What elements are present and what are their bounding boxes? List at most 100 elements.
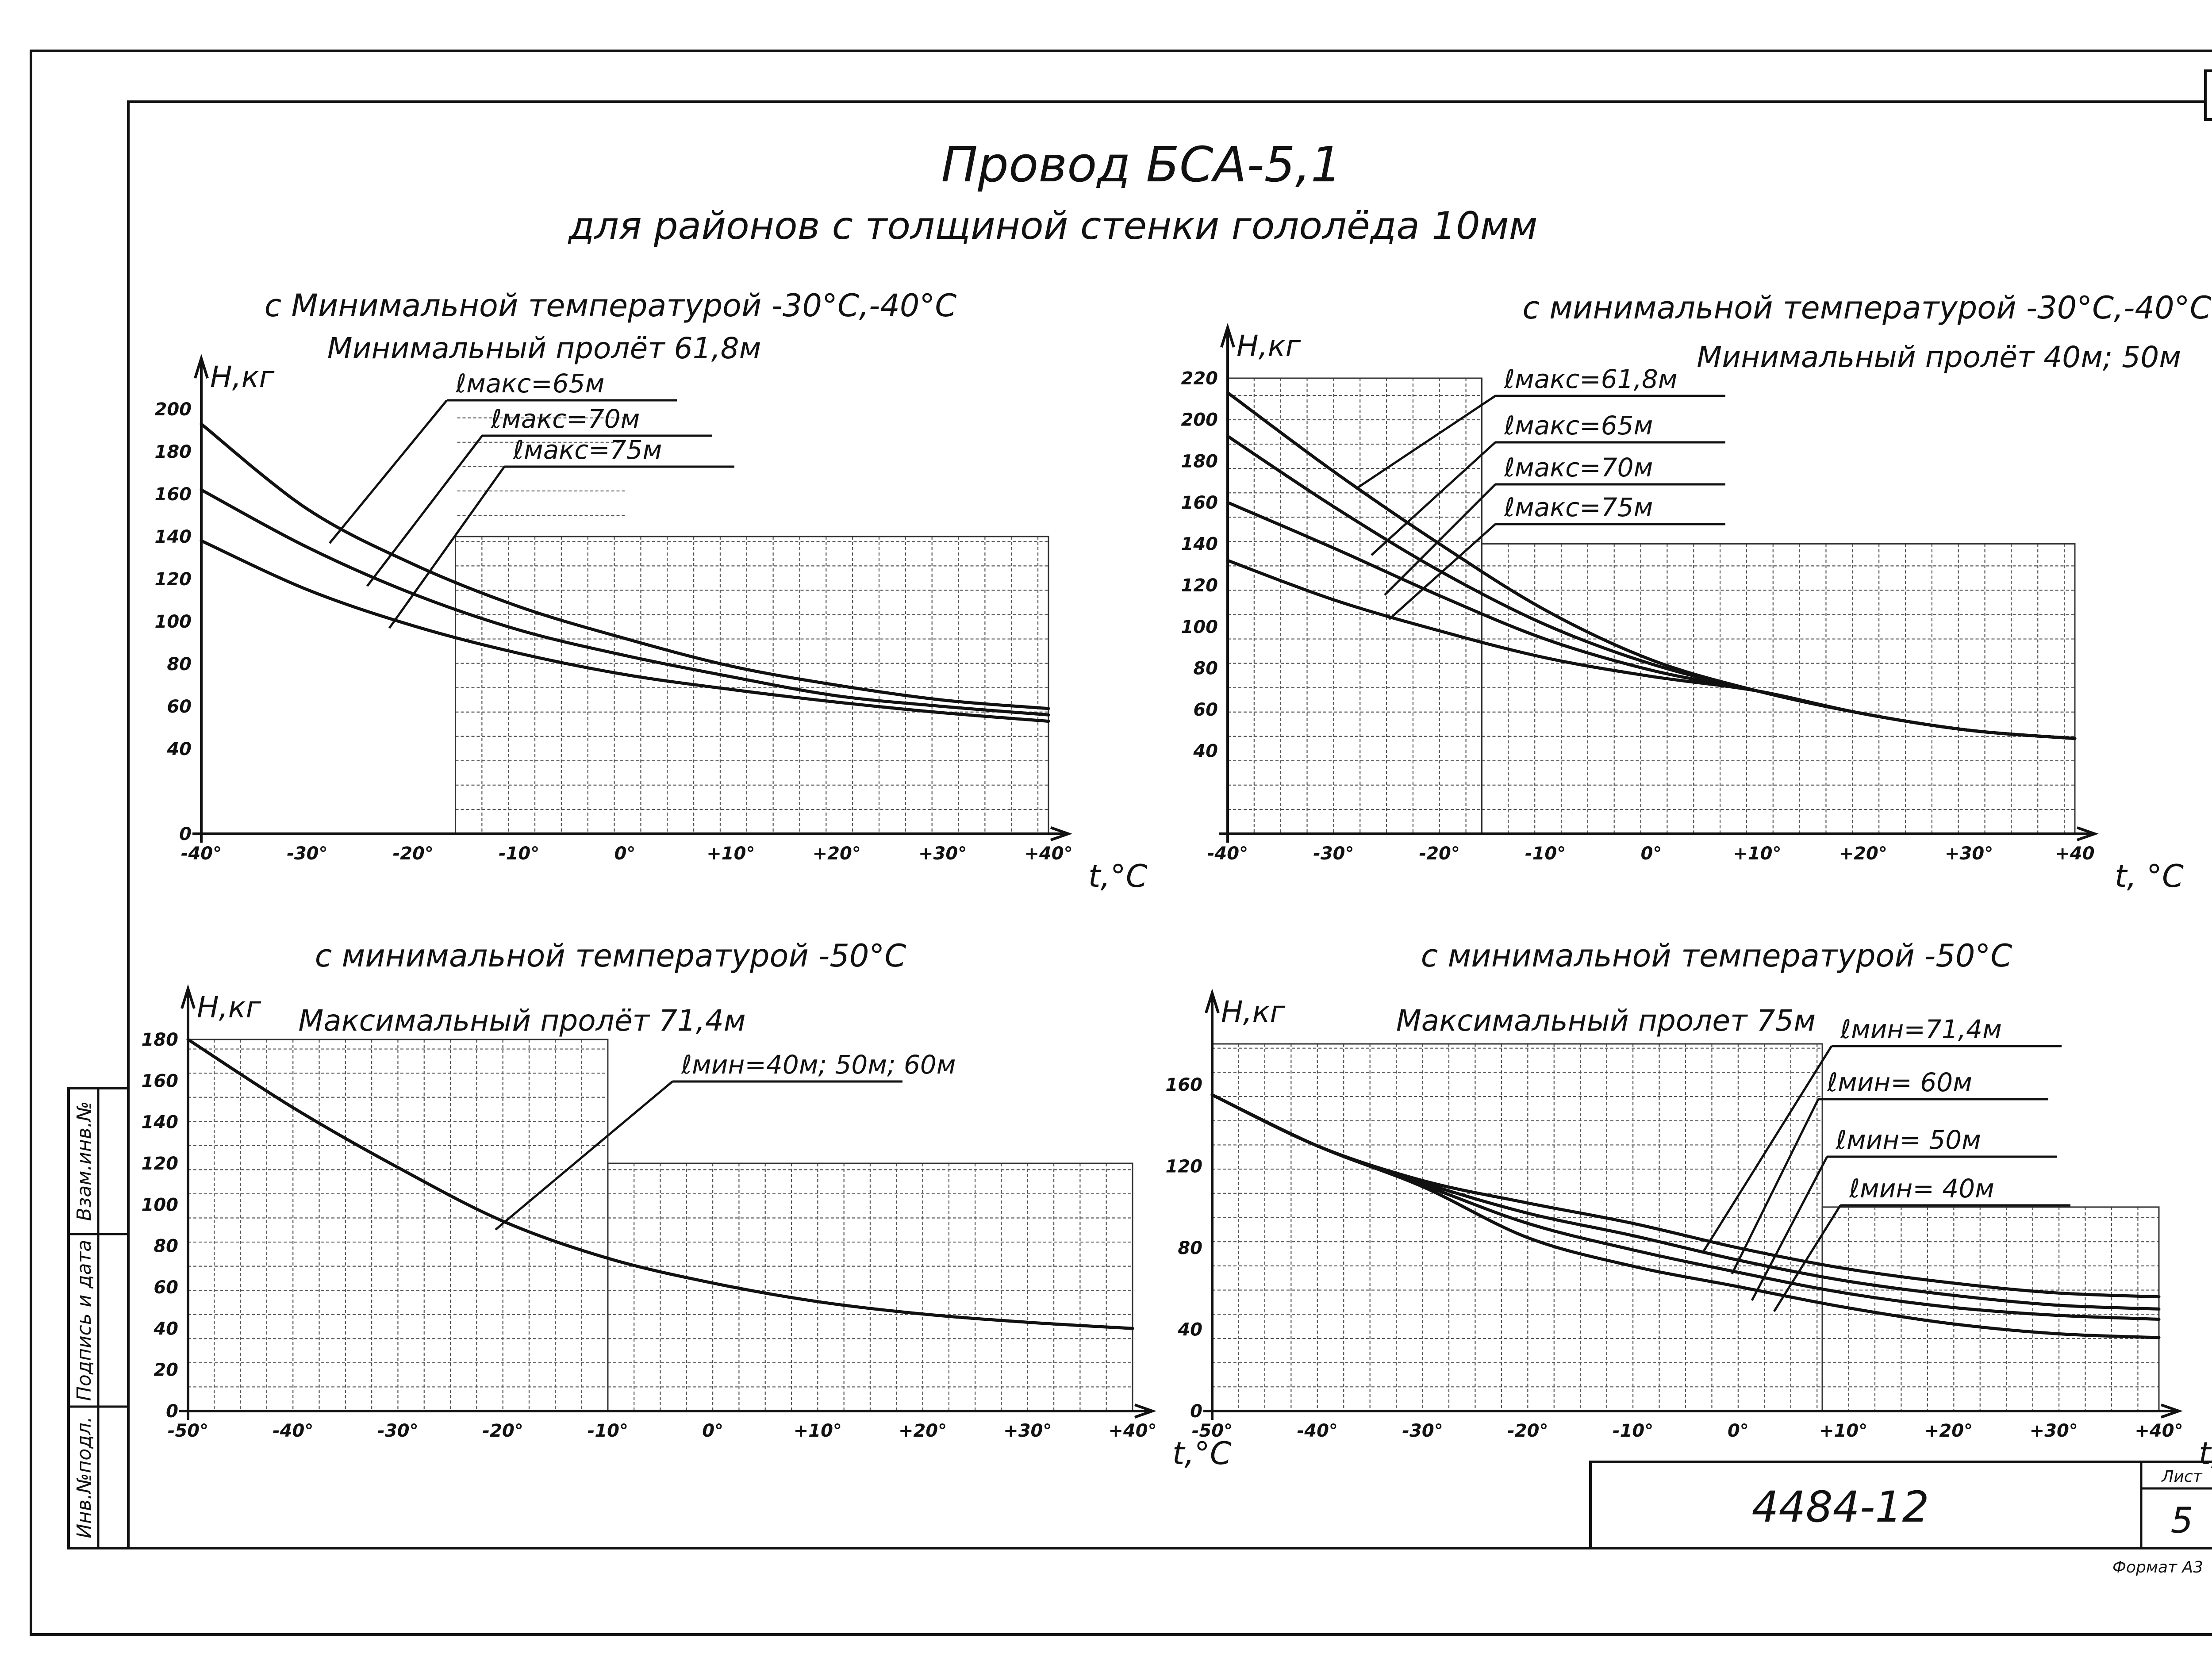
- x-tick-label: +10°: [707, 844, 755, 864]
- chart-heading: с минимальной температурой -50°С: [1421, 938, 2012, 974]
- chart-bottom-left: с минимальной температурой -50°С Максимал…: [142, 938, 1232, 1472]
- sheet-subtitle: для районов с толщиной стенки гололёда 1…: [567, 204, 1537, 248]
- series-label-3: ℓмин= 50м: [1836, 1125, 1981, 1155]
- y-tick-label: 0: [179, 824, 192, 844]
- x-tick-label: 0°: [1641, 844, 1662, 864]
- x-tick-label: -40°: [1207, 844, 1248, 864]
- y-axis-label: Н,кг: [1221, 995, 1285, 1029]
- y-tick-label: 220: [1181, 368, 1218, 389]
- x-axis-label: t, °С: [2115, 858, 2184, 894]
- x-tick-label: -10°: [1525, 844, 1566, 864]
- grid-border: [455, 536, 1049, 835]
- y-axis-arrow: [180, 984, 196, 1009]
- y-tick-label: 120: [142, 1154, 179, 1174]
- y-axis-label: Н,кг: [1237, 329, 1301, 363]
- y-tick-label: 100: [142, 1195, 179, 1215]
- grid-border: [1821, 1206, 2160, 1412]
- series-line-1: [186, 1038, 1134, 1330]
- series-label-1: ℓмин=40м; 50м; 60м: [681, 1050, 956, 1080]
- y-tick-label: 80: [167, 654, 192, 675]
- series-label-2: ℓмакс=65м: [1504, 410, 1653, 441]
- x-tick-label: -30°: [377, 1421, 418, 1441]
- x-tick-label: +20°: [813, 844, 861, 864]
- x-tick-label: +10°: [1733, 844, 1781, 864]
- x-tick-label: 0°: [614, 844, 636, 864]
- series-line-3: [200, 539, 1050, 723]
- x-tick-label: +20°: [1839, 844, 1887, 864]
- series-line-1: [200, 422, 1050, 710]
- y-tick-label: 40: [1193, 741, 1218, 762]
- y-tick-label: 60: [167, 697, 192, 717]
- chart-heading: с минимальной температурой -30°С,-40°С: [1522, 290, 2211, 326]
- y-tick-label: 200: [1181, 410, 1218, 430]
- leader-line: [388, 466, 506, 629]
- leader-line: [1731, 1098, 1820, 1275]
- y-axis-label: Н,кг: [197, 990, 261, 1024]
- x-tick-label: -40°: [1297, 1421, 1338, 1441]
- chart-heading: с Минимальной температурой -30°С,-40°С: [265, 288, 957, 324]
- x-tick-label: -30°: [287, 844, 327, 864]
- y-axis-label: Н,кг: [210, 360, 274, 394]
- y-tick-label: 140: [1181, 534, 1218, 555]
- series-label-2: ℓмин= 60м: [1827, 1067, 1972, 1097]
- x-axis-arrow: [1134, 1404, 1157, 1419]
- x-tick-label: -30°: [1402, 1421, 1443, 1441]
- x-tick-label: +20°: [1924, 1421, 1973, 1441]
- x-tick-label: 0°: [1728, 1421, 1749, 1441]
- chart-top-left: с Минимальной температурой -30°С,-40°С Ми…: [155, 288, 1148, 894]
- x-tick-label: +10°: [1819, 1421, 1867, 1441]
- x-tick-label: -40°: [181, 844, 222, 864]
- x-axis-label: t,°С: [1088, 858, 1148, 894]
- y-tick-label: 180: [1181, 451, 1218, 472]
- y-axis-arrow: [1205, 988, 1220, 1013]
- x-tick-label: -50°: [168, 1421, 208, 1441]
- x-tick-label: +20°: [899, 1421, 947, 1441]
- y-tick-label: 60: [1193, 700, 1218, 720]
- x-tick-label: -20°: [1507, 1421, 1548, 1441]
- series-line-3: [1226, 501, 2077, 740]
- chart-bottom-right: с минимальной температурой -50°С Максимал…: [1166, 938, 2212, 1472]
- x-tick-label: -20°: [483, 1421, 523, 1441]
- y-tick-label: 60: [154, 1277, 178, 1298]
- format-label: Формат А3: [2112, 1558, 2203, 1576]
- side-stamp: Инв.№подл. Подпись и дата Взам.инв.№: [67, 1087, 130, 1549]
- leader-line: [1388, 523, 1496, 620]
- y-tick-label: 180: [142, 1030, 179, 1050]
- chart-subheading: Минимальный пролёт 61,8м: [327, 331, 761, 365]
- leader-line: [1773, 1204, 1842, 1312]
- x-tick-label: -20°: [1419, 844, 1460, 864]
- chart-top-right: с минимальной температурой -30°С,-40°С Ми…: [1181, 290, 2212, 894]
- plot-grid: [1211, 1043, 2160, 1412]
- x-axis-arrow: [2161, 1404, 2183, 1419]
- x-tick-label: +30°: [2030, 1421, 2078, 1441]
- leader-line: [1751, 1156, 1828, 1301]
- series-line-4: [1226, 559, 2077, 740]
- x-tick-label: +40: [2055, 844, 2094, 864]
- leader-line: [1702, 1045, 1833, 1253]
- leader-line: [329, 399, 448, 544]
- y-tick-label: 160: [142, 1071, 179, 1091]
- y-tick-label: 80: [1178, 1238, 1202, 1258]
- series-label-1: ℓмин=71,4м: [1840, 1014, 2002, 1044]
- sheet-title: Провод БСА-5,1: [941, 136, 1341, 193]
- y-axis-arrow: [1220, 322, 1235, 348]
- x-tick-label: -50°: [1192, 1421, 1233, 1441]
- x-axis-label: t,°С: [1172, 1435, 1232, 1472]
- series-line-1: [1226, 391, 2077, 740]
- sheet-label: Лист: [2161, 1468, 2202, 1486]
- series-label-4: ℓмин= 40м: [1849, 1173, 1994, 1204]
- y-tick-label: 140: [155, 527, 192, 547]
- series-line-4: [1210, 1093, 2161, 1339]
- inner-frame: [127, 100, 2212, 1549]
- y-tick-label: 100: [1181, 617, 1218, 637]
- leader-line: [495, 1081, 673, 1231]
- grid-border: [1211, 1043, 1823, 1412]
- stamp-inv-podl: Инв.№подл.: [73, 1416, 96, 1538]
- y-tick-label: 160: [155, 484, 192, 505]
- y-tick-label: 120: [1166, 1157, 1203, 1177]
- grid-border: [1481, 543, 2076, 835]
- sheet-no: 5: [2171, 1500, 2193, 1541]
- series-label-4: ℓмакс=75м: [1504, 492, 1653, 522]
- title-block: 4484-12 Лист 5: [1589, 1461, 2212, 1549]
